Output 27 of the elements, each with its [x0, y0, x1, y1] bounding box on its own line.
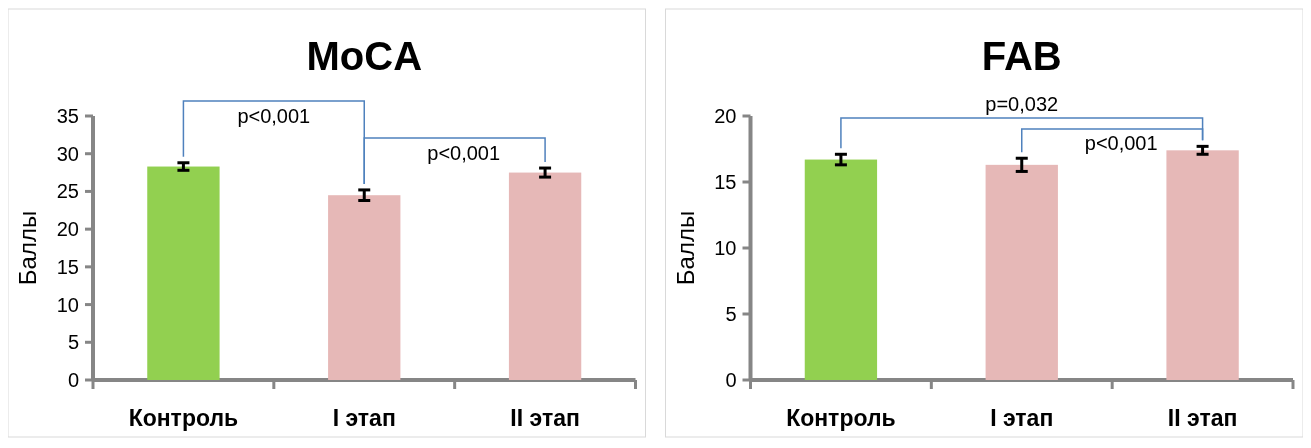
y-tick-label: 25	[56, 180, 79, 203]
annotation: p<0,001	[237, 105, 311, 127]
x-tick-label: II этап	[510, 405, 580, 431]
y-tick-label: 10	[714, 237, 737, 259]
y-axis-title: Баллы	[671, 210, 699, 286]
text: p=0,032	[985, 93, 1059, 115]
annotation: p<0,001	[1084, 132, 1158, 154]
chart-title: MoCA	[306, 34, 423, 78]
y-tick-label: 20	[56, 218, 79, 241]
x-tick-label: Контроль	[128, 405, 239, 431]
x-tick-label: Контроль	[786, 405, 896, 431]
y-tick-label: 15	[714, 171, 737, 193]
y-tick-label: 5	[67, 331, 79, 354]
x-tick-label: I этап	[332, 405, 396, 431]
chart-title: FAB	[981, 34, 1062, 78]
y-tick-label: 10	[56, 293, 79, 316]
y-tick-label: 5	[725, 303, 737, 325]
y-tick-label: 20	[714, 105, 737, 127]
y-tick-label: 0	[67, 369, 79, 391]
y-axis-title: Баллы	[14, 210, 41, 286]
y-tick-label: 30	[56, 142, 79, 165]
x-tick-label: II этап	[1167, 405, 1238, 431]
y-tick-label: 15	[56, 255, 79, 278]
y-tick-label: 35	[56, 105, 79, 127]
y-tick-label: 0	[725, 369, 737, 391]
annotation: p<0,001	[427, 142, 501, 164]
x-tick-label: I этап	[990, 405, 1054, 431]
